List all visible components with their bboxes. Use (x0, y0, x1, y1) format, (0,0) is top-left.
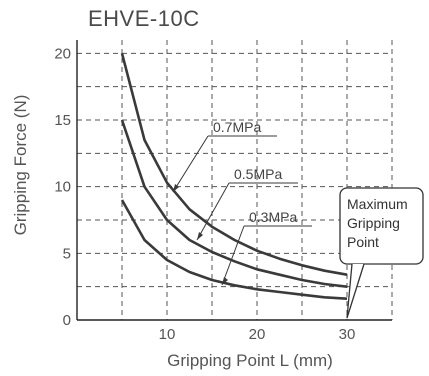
y-axis-label: Gripping Force (N) (11, 95, 30, 236)
series-line-0.5MPa (120, 119, 348, 288)
max-gripping-point-callout: Maximum Gripping Point (339, 187, 424, 319)
series-label: 0.7MPa (213, 119, 261, 135)
chart-title: EHVE-10C (88, 6, 200, 31)
annotation-leader (172, 135, 209, 193)
y-tick-label: 20 (54, 45, 71, 62)
y-tick-label: 0 (63, 312, 71, 329)
callout-text-line: Maximum (347, 196, 408, 212)
annotation-leader (196, 182, 230, 241)
series-annotations: 0.7MPa 0.5MPa 0.3MPa (172, 119, 312, 286)
tick-labels: 0 5 10 15 20 10 20 30 (54, 45, 355, 343)
x-axis-label: Gripping Point L (mm) (167, 351, 333, 370)
y-tick-label: 15 (54, 112, 71, 129)
series-label: 0.3MPa (249, 209, 297, 225)
annotation-arrowhead (173, 184, 179, 192)
x-tick-label: 20 (249, 326, 266, 343)
annotation-arrowhead (222, 277, 228, 285)
callout-pointer (346, 263, 365, 319)
callout-box (339, 187, 424, 265)
series-line-0.7MPa (120, 52, 348, 276)
annotation-arrowhead (197, 232, 203, 240)
callout-text-line: Point (347, 234, 379, 250)
x-tick-label: 10 (159, 326, 176, 343)
callout-text-line: Gripping (347, 215, 400, 231)
y-tick-label: 10 (54, 179, 71, 196)
series-label: 0.5MPa (234, 166, 282, 182)
y-tick-label: 5 (63, 245, 71, 262)
series-line-0.3MPa (120, 199, 348, 300)
series-curves (120, 52, 348, 300)
annotation-leader (221, 225, 245, 286)
x-tick-label: 30 (339, 326, 356, 343)
